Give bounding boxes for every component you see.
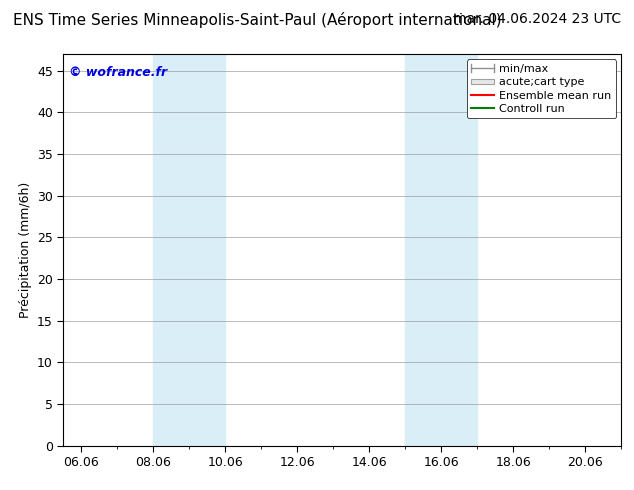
Bar [405, 54, 477, 446]
Text: mar. 04.06.2024 23 UTC: mar. 04.06.2024 23 UTC [453, 12, 621, 26]
Bar [153, 54, 225, 446]
Text: ENS Time Series Minneapolis-Saint-Paul (Aéroport international): ENS Time Series Minneapolis-Saint-Paul (… [13, 12, 501, 28]
Legend: min/max, acute;cart type, Ensemble mean run, Controll run: min/max, acute;cart type, Ensemble mean … [467, 59, 616, 119]
Y-axis label: Précipitation (mm/6h): Précipitation (mm/6h) [18, 182, 32, 318]
Text: © wofrance.fr: © wofrance.fr [69, 66, 167, 79]
